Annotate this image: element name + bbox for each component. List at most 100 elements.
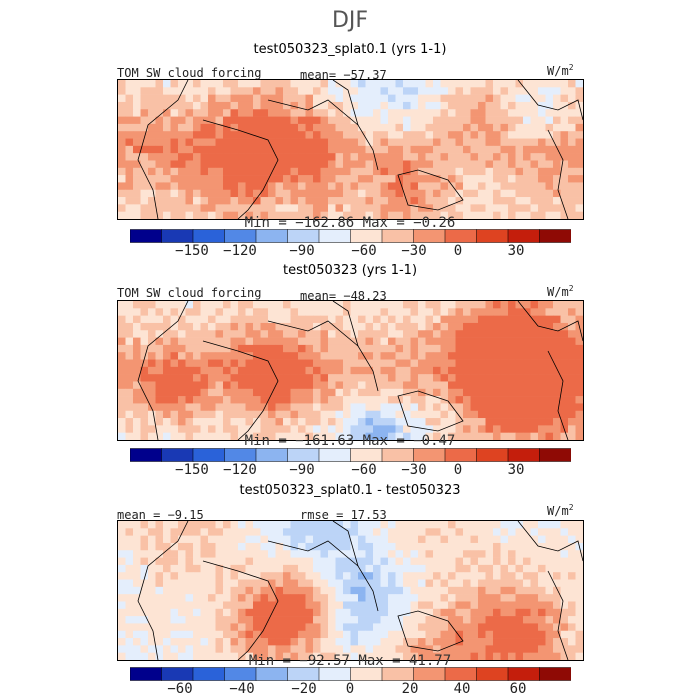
field-cell [523, 396, 531, 404]
field-cell [275, 80, 284, 88]
field-cell [208, 308, 216, 316]
field-cell [358, 579, 366, 588]
field-cell [470, 630, 479, 639]
field-cell [268, 197, 276, 205]
field-cell [335, 432, 344, 441]
field-cell [140, 352, 149, 360]
field-cell [388, 410, 396, 419]
field-cell [530, 572, 539, 580]
field-cell [538, 572, 546, 580]
field-cell [200, 197, 209, 205]
field-cell [560, 557, 569, 566]
field-cell [268, 652, 276, 661]
field-cell [253, 550, 261, 558]
field-cell [245, 528, 254, 536]
field-cell [320, 322, 329, 331]
field-cell [133, 189, 141, 198]
field-cell [418, 204, 426, 212]
field-cell [575, 94, 584, 103]
field-cell [133, 315, 141, 324]
field-cell [170, 652, 179, 661]
field-cell [380, 403, 389, 412]
field-cell [365, 572, 374, 580]
field-cell [575, 396, 584, 404]
field-cell [358, 608, 366, 617]
field-cell [260, 145, 269, 154]
field-cell [500, 109, 509, 117]
field-cell [170, 359, 179, 368]
field-cell [125, 616, 134, 624]
field-cell [215, 564, 224, 573]
field-cell [463, 652, 471, 661]
field-cell [335, 204, 344, 212]
field-cell [530, 638, 539, 646]
field-cell [313, 167, 321, 176]
field-cell [410, 116, 419, 125]
field-cell [170, 535, 179, 544]
field-cell [178, 586, 186, 595]
field-cell [425, 586, 434, 595]
field-cell [395, 145, 404, 154]
field-cell [365, 528, 374, 536]
field-cell [245, 80, 254, 88]
field-cell [305, 616, 314, 624]
colorbar-swatch [350, 667, 383, 681]
colorbar-swatch [539, 448, 571, 462]
field-cell [478, 579, 486, 588]
field-cell [185, 616, 194, 624]
field-cell [290, 418, 299, 426]
field-cell [500, 330, 509, 338]
field-cell [485, 80, 494, 88]
field-cell [215, 344, 224, 353]
field-cell [440, 403, 449, 412]
field-cell [515, 535, 524, 544]
field-cell [455, 145, 464, 154]
field-cell [328, 601, 336, 610]
field-cell [185, 557, 194, 566]
field-cell [553, 410, 561, 419]
field-cell [238, 145, 246, 154]
field-cell [163, 344, 171, 353]
field-cell [305, 623, 314, 632]
field-cell [133, 425, 141, 433]
field-cell [478, 616, 486, 624]
field-cell [253, 344, 261, 353]
field-cell [305, 601, 314, 610]
field-cell [515, 645, 524, 653]
field-cell [328, 608, 336, 617]
field-cell [178, 638, 186, 646]
colorbar-swatch [413, 448, 446, 462]
field-cell [320, 116, 329, 125]
field-cell [155, 381, 164, 390]
field-cell [485, 145, 494, 154]
field-cell [178, 652, 186, 661]
field-cell [523, 182, 531, 191]
field-cell [200, 418, 209, 426]
field-cell [455, 116, 464, 125]
field-cell [388, 160, 396, 169]
field-cell [463, 550, 471, 558]
field-cell [193, 308, 201, 316]
field-cell [440, 123, 449, 132]
field-cell [305, 167, 314, 176]
colorbar-swatch [287, 448, 320, 462]
field-cell [170, 594, 179, 602]
field-cell [305, 301, 314, 309]
field-cell [515, 123, 524, 132]
field-cell [425, 315, 434, 324]
field-cell [358, 396, 366, 404]
field-cell [425, 182, 434, 191]
field-cell [560, 101, 569, 110]
field-cell [358, 652, 366, 661]
field-cell [155, 601, 164, 610]
field-cell [245, 388, 254, 397]
field-cell [568, 542, 576, 551]
field-cell [208, 101, 216, 110]
field-cell [553, 109, 561, 117]
field-cell [365, 131, 374, 139]
field-cell [500, 616, 509, 624]
field-cell [335, 564, 344, 573]
field-cell [425, 301, 434, 309]
field-cell [515, 542, 524, 551]
field-cell [470, 189, 479, 198]
